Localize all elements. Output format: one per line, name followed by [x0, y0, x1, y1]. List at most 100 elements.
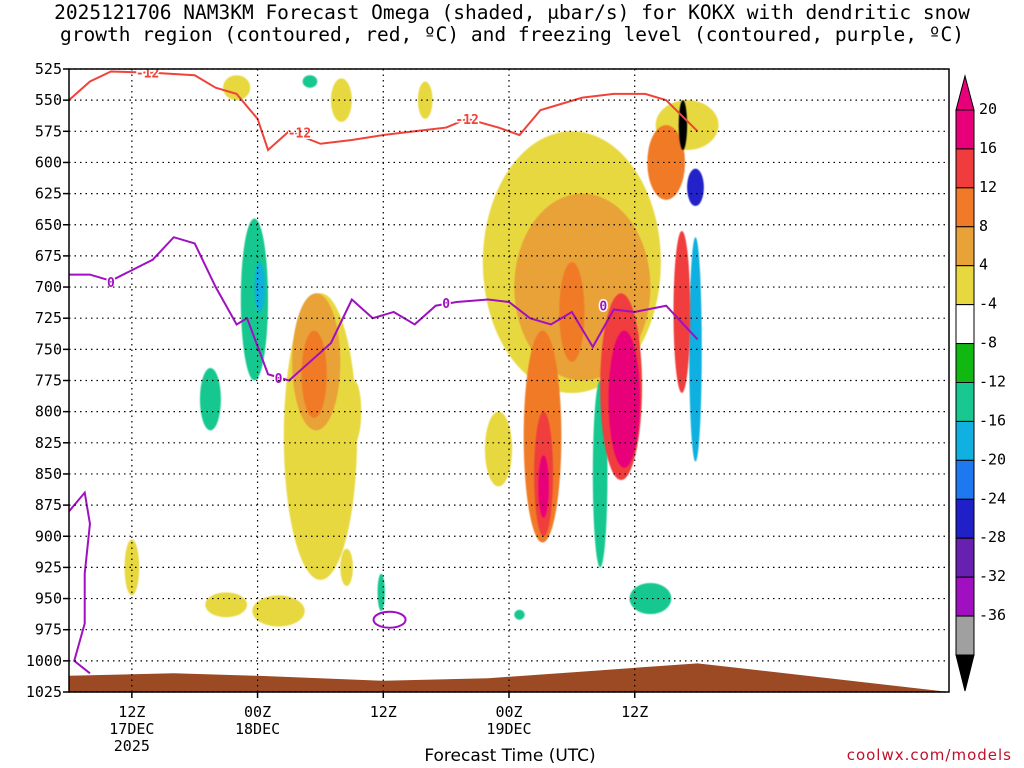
- colorbar-swatch-12: [955, 576, 975, 617]
- y-tick-label-525: 525: [35, 60, 62, 78]
- freezing-label-2: 0: [275, 372, 283, 387]
- omega-region-21: [301, 330, 327, 418]
- axes: 525 550 575 600 625 650 675 700 725 750 775 800 825 8…: [26, 60, 648, 755]
- colorbar-swatch-4: [955, 265, 975, 306]
- omega-region-2: [417, 81, 433, 119]
- y-tick-label-700: 700: [35, 278, 62, 296]
- x-tick-label-0: 12Z: [118, 703, 145, 721]
- colorbar-label-3: 8: [979, 217, 988, 235]
- omega-region-5: [124, 539, 140, 596]
- omega-region-19: [302, 75, 318, 88]
- y-tick-label-725: 725: [35, 309, 62, 327]
- y-tick-label-1000: 1000: [26, 652, 62, 670]
- colorbar-label-5: -4: [979, 295, 997, 313]
- y-tick-label-950: 950: [35, 590, 62, 608]
- colorbar-label-10: -24: [979, 489, 1006, 507]
- colorbar-label-0: 20: [979, 100, 997, 118]
- omega-region-29: [673, 230, 691, 393]
- dgz-label-1: -12: [136, 67, 159, 82]
- colorbar-swatch-9: [955, 459, 975, 500]
- y-tick-label-775: 775: [35, 372, 62, 390]
- freezing-label-1: 0: [107, 276, 115, 291]
- omega-region-10: [484, 411, 513, 487]
- colorbar-swatch-1: [955, 148, 975, 189]
- omega-region-8: [340, 548, 353, 587]
- colorbar-swatch-3: [955, 226, 975, 267]
- colorbar-swatch-7: [955, 382, 975, 422]
- freezing-level-small-loop: [372, 610, 407, 629]
- y-tick-label-900: 900: [35, 527, 62, 545]
- y-tick-label-600: 600: [35, 153, 62, 171]
- colorbar-swatch-10: [955, 498, 975, 539]
- omega-region-25: [254, 262, 265, 312]
- grid: [69, 68, 949, 693]
- dgz-label-2: -12: [288, 127, 311, 142]
- colorbar-label-4: 4: [979, 256, 988, 274]
- x-tick-date-1: 18DEC: [235, 720, 280, 738]
- y-tick-label-625: 625: [35, 185, 62, 203]
- colorbar-label-8: -16: [979, 411, 1006, 429]
- freezing-label-4: 0: [599, 300, 607, 315]
- y-tick-label-825: 825: [35, 434, 62, 452]
- y-tick-label-850: 850: [35, 465, 62, 483]
- y-tick-label-675: 675: [35, 247, 62, 265]
- colorbar-label-2: 12: [979, 178, 997, 196]
- dgz-label-3: -12: [455, 113, 478, 128]
- colorbar-swatch-8: [955, 420, 975, 461]
- y-tick-label-650: 650: [35, 216, 62, 234]
- colorbar-swatch-0: [955, 109, 975, 150]
- colorbar-swatch-13: [955, 615, 975, 656]
- x-tick-label-4: 12Z: [621, 703, 648, 721]
- omega-region-33: [678, 100, 688, 150]
- omega-region-16: [377, 573, 385, 612]
- y-tick-label-750: 750: [35, 340, 62, 358]
- colorbar-label-11: -28: [979, 528, 1006, 546]
- colorbar-top-arrow: [955, 74, 975, 111]
- freezing-level-low-loop: [69, 490, 91, 675]
- y-tick-label-975: 975: [35, 621, 62, 639]
- dgz-contour-line: [69, 70, 699, 152]
- x-tick-label-2: 12Z: [370, 703, 397, 721]
- omega-region-0: [223, 75, 251, 101]
- omega-region-14: [240, 218, 269, 381]
- title-line-1: 2025121706 NAM3KM Forecast Omega (shaded…: [54, 1, 970, 24]
- y-tick-label-925: 925: [35, 558, 62, 576]
- colorbar-swatch-6: [955, 343, 975, 384]
- omega-region-4: [346, 380, 362, 443]
- colorbar-swatch-11: [955, 537, 975, 578]
- x-tick-date-0: 17DEC: [109, 720, 154, 738]
- y-tick-label-1025: 1025: [26, 683, 62, 701]
- colorbar-bottom-arrow: [955, 654, 975, 692]
- colorbar-label-6: -8: [979, 334, 997, 352]
- omega-region-24: [647, 125, 686, 200]
- credit-link[interactable]: coolwx.com/models: [846, 746, 1012, 764]
- omega-region-15: [199, 368, 221, 431]
- omega-region-32: [687, 168, 704, 207]
- x-tick-date-3: 19DEC: [486, 720, 531, 738]
- omega-region-18: [629, 582, 672, 615]
- freezing-label-3: 0: [442, 297, 450, 312]
- omega-region-30: [538, 455, 549, 518]
- y-tick-label-550: 550: [35, 91, 62, 109]
- omega-region-26: [689, 237, 702, 462]
- colorbar-label-1: 16: [979, 139, 997, 157]
- omega-region-7: [252, 595, 305, 627]
- y-tick-label-875: 875: [35, 496, 62, 514]
- omega-region-20: [514, 609, 525, 620]
- colorbar-label-12: -32: [979, 567, 1006, 585]
- y-tick-label-800: 800: [35, 403, 62, 421]
- x-tick-label-1: 00Z: [244, 703, 271, 721]
- y-tick-label-575: 575: [35, 122, 62, 140]
- x-tick-label-3: 00Z: [495, 703, 522, 721]
- chart-title: 2025121706 NAM3KM Forecast Omega (shaded…: [0, 2, 1024, 46]
- plot-area: -12 -12 -12 0 0 0 0: [69, 67, 949, 692]
- x-tick-year-0: 2025: [114, 737, 150, 755]
- omega-region-31: [608, 330, 640, 468]
- terrain-fill: [69, 663, 949, 692]
- colorbar-label-9: -20: [979, 450, 1006, 468]
- colorbar-label-13: -36: [979, 606, 1006, 624]
- colorbar: 20 16 12 8 4 -4 -8 -12 -16 -20 -24 -28 -32 -36: [955, 74, 1006, 692]
- colorbar-swatch-2: [955, 187, 975, 228]
- omega-region-6: [205, 592, 248, 618]
